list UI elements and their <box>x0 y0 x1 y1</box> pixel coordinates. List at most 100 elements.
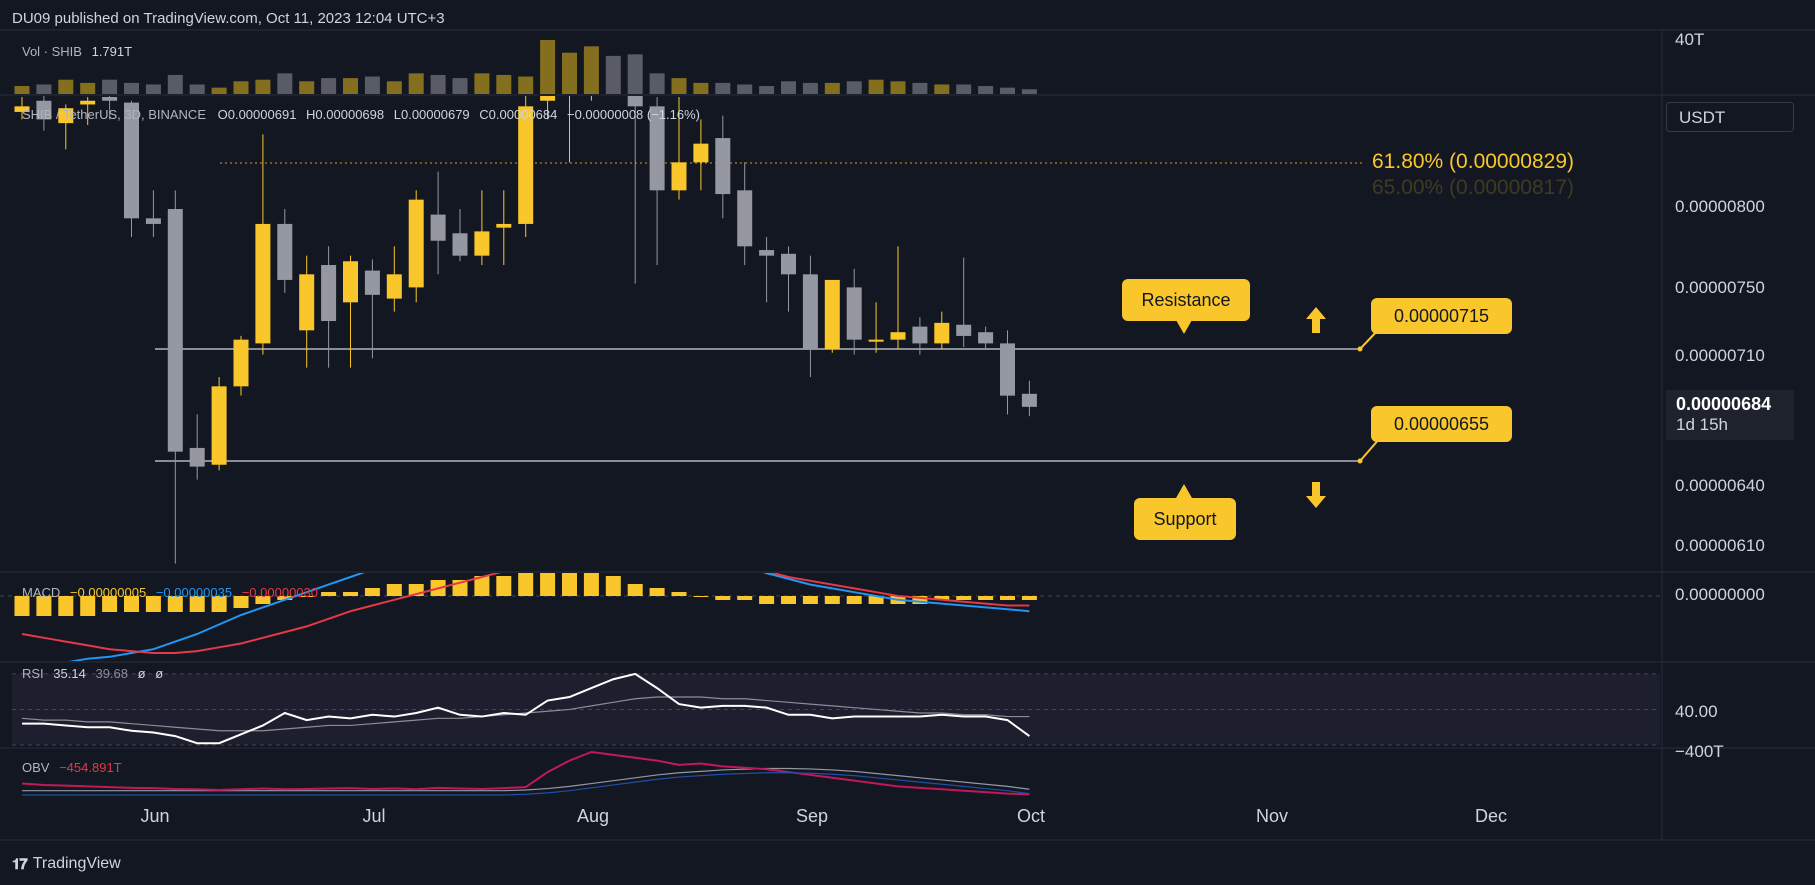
time-label-dec: Dec <box>1474 806 1508 826</box>
symbol-label[interactable]: SHIB / TetherUS, 3D, BINANCE <box>22 107 206 122</box>
obv-ma-line <box>22 767 1030 792</box>
volume-bar <box>824 82 840 94</box>
time-label-jun: Jun <box>140 806 170 826</box>
rsi-line <box>22 672 1030 745</box>
candle-body[interactable] <box>452 233 468 256</box>
macd-histogram-bar <box>58 596 74 616</box>
time-label-oct: Oct <box>1016 806 1046 826</box>
price-tick-610: 0.00000610 <box>1675 536 1765 555</box>
macd-histogram-bar <box>737 596 753 600</box>
macd-histogram-bar <box>671 592 687 596</box>
candle-body[interactable] <box>36 100 52 120</box>
candle-body[interactable] <box>671 162 687 191</box>
candle-body[interactable] <box>890 332 906 340</box>
macd-histogram-bar <box>802 596 818 604</box>
support-callout[interactable]: Support <box>1134 498 1236 540</box>
volume-bar <box>14 86 30 94</box>
volume-bar <box>518 76 534 94</box>
ohlc-close: C0.00000684 <box>479 107 558 122</box>
candle-body[interactable] <box>80 100 96 105</box>
macd-histogram-bar <box>233 596 249 608</box>
volume-bar <box>496 74 512 94</box>
candle-body[interactable] <box>14 106 30 112</box>
resistance-anchor <box>1357 346 1363 352</box>
volume-bar <box>364 76 380 94</box>
tradingview-logo[interactable]: 𝟏𝟕 TradingView <box>12 855 121 873</box>
volume-bar <box>474 73 490 94</box>
candle-body[interactable] <box>978 332 994 344</box>
price-tick-710: 0.00000710 <box>1675 346 1765 365</box>
candle-body[interactable] <box>255 223 271 344</box>
volume-bar <box>562 52 577 94</box>
candle-body[interactable] <box>737 190 753 247</box>
candle-body[interactable] <box>408 199 424 288</box>
candle-body[interactable] <box>102 97 118 101</box>
volume-bar <box>978 86 994 94</box>
macd-histogram-bar <box>124 596 139 612</box>
candle-body[interactable] <box>167 209 183 452</box>
candle-body[interactable] <box>233 339 249 387</box>
support-price-callout[interactable]: 0.00000655 <box>1371 406 1512 442</box>
macd-histogram-bar <box>693 596 709 597</box>
macd-histogram-bar <box>14 596 30 616</box>
candle-body[interactable] <box>540 88 556 101</box>
candle-body[interactable] <box>386 274 402 299</box>
candle-body[interactable] <box>781 253 796 275</box>
candle-body[interactable] <box>124 102 139 219</box>
macd-histogram-bar <box>868 596 884 604</box>
candle-body[interactable] <box>824 279 840 349</box>
candle-body[interactable] <box>715 138 731 195</box>
volume-bar <box>934 84 950 94</box>
volume-bar <box>671 78 687 94</box>
candle-body[interactable] <box>934 322 950 344</box>
candle-body[interactable] <box>211 386 227 465</box>
volume-bar <box>452 78 468 94</box>
volume-bar <box>255 79 271 94</box>
candle-body[interactable] <box>189 447 205 467</box>
volume-bar <box>36 84 52 94</box>
candle-body[interactable] <box>956 324 972 336</box>
macd-signal-line <box>21 573 1030 654</box>
resistance-callout-pointer <box>1176 320 1192 334</box>
candle-body[interactable] <box>912 326 928 344</box>
macd-histogram-bar <box>824 596 840 604</box>
candle-body[interactable] <box>802 274 818 349</box>
candle-body[interactable] <box>693 143 709 163</box>
candle-body[interactable] <box>846 287 862 340</box>
macd-histogram-bar <box>649 588 665 596</box>
candle-body[interactable] <box>430 214 446 241</box>
candle-body[interactable] <box>364 270 380 295</box>
macd-line <box>68 573 1030 661</box>
macd-histogram-bar <box>912 596 928 604</box>
macd-histogram-bar <box>956 596 972 600</box>
candle-body[interactable] <box>649 106 665 191</box>
candle-body[interactable] <box>759 250 775 256</box>
candle-body[interactable] <box>1000 343 1015 396</box>
candle-body[interactable] <box>1021 393 1037 407</box>
currency-selector[interactable]: USDT <box>1666 102 1794 132</box>
candle-body[interactable] <box>277 223 293 280</box>
candle-body[interactable] <box>321 265 337 321</box>
macd-histogram-bar <box>211 596 227 612</box>
volume-bar <box>80 82 96 94</box>
candle-body[interactable] <box>868 339 884 342</box>
candle-body[interactable] <box>518 106 534 224</box>
candle-body[interactable] <box>474 231 490 256</box>
candle-body[interactable] <box>627 60 643 107</box>
volume-bar <box>1021 89 1037 94</box>
volume-bar <box>102 79 118 94</box>
candle-body[interactable] <box>343 261 358 303</box>
resistance-callout[interactable]: Resistance <box>1122 279 1250 321</box>
candle-body[interactable] <box>299 274 315 331</box>
candle-body[interactable] <box>496 223 512 228</box>
resistance-price-callout[interactable]: 0.00000715 <box>1371 298 1512 334</box>
volume-bar <box>189 84 205 94</box>
candle-body[interactable] <box>58 108 74 124</box>
macd-signal-value: −0.00000030 <box>241 585 318 600</box>
candle-body[interactable] <box>145 218 161 224</box>
macd-histogram-bar <box>80 596 96 616</box>
price-tick-750: 0.00000750 <box>1675 278 1765 297</box>
volume-legend-label: Vol · SHIB <box>22 44 82 59</box>
